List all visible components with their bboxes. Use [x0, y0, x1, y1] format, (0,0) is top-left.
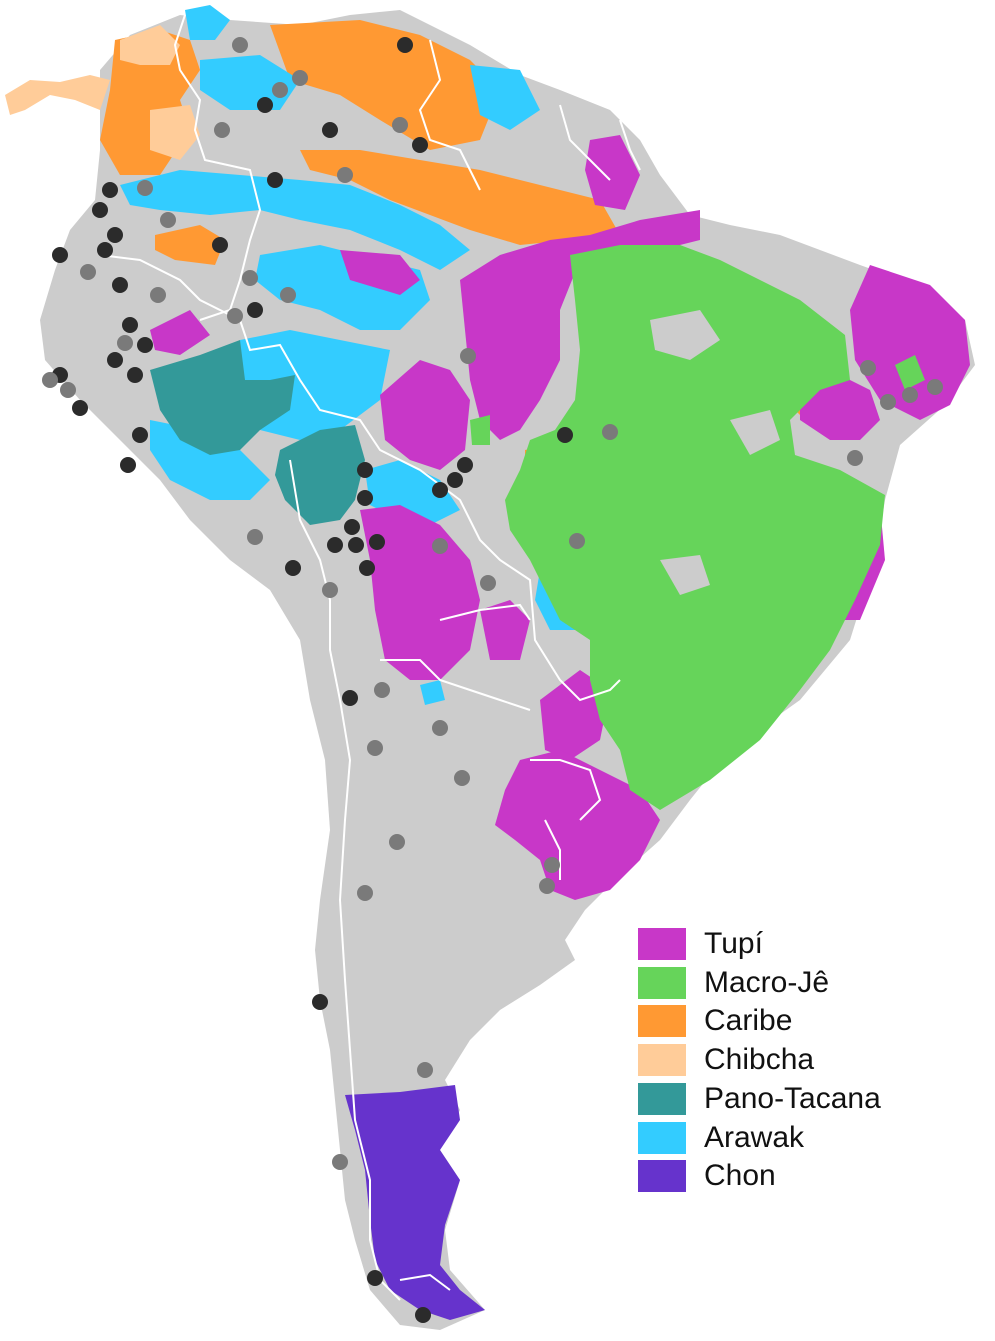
legend-item: Arawak	[638, 1120, 938, 1158]
legend-item: Chon	[638, 1159, 938, 1196]
legend-label: Arawak	[704, 1120, 805, 1154]
legend-swatch	[638, 928, 686, 960]
legend-swatch	[638, 966, 686, 999]
macro-je-region	[470, 245, 925, 810]
legend-label: Chibcha	[704, 1043, 815, 1077]
legend-item: Pano-Tacana	[638, 1081, 938, 1119]
legend-swatch	[638, 1005, 686, 1038]
legend-label: Caribe	[704, 1004, 793, 1038]
legend-swatch	[638, 1044, 686, 1077]
dots-dark	[52, 37, 573, 1323]
legend-item: Chibcha	[638, 1043, 938, 1080]
legend-item: Tupí	[638, 927, 938, 964]
isthmus	[5, 75, 110, 115]
legend-label: Macro-Jê	[704, 965, 830, 999]
legend-label: Tupí	[704, 927, 763, 960]
legend-item: Macro-Jê	[638, 965, 938, 1003]
legend-label: Chon	[704, 1159, 776, 1193]
legend-swatch	[638, 1082, 686, 1115]
legend-swatch	[638, 1121, 686, 1154]
legend-swatch	[638, 1160, 686, 1193]
chibcha-region	[120, 25, 200, 160]
country-borders	[99, 14, 641, 1301]
legend-label: Pano-Tacana	[704, 1081, 881, 1115]
chon-region	[345, 1085, 485, 1320]
legend-item: Caribe	[638, 1004, 938, 1041]
land-gaps	[650, 310, 780, 595]
dots-light	[42, 37, 943, 1170]
